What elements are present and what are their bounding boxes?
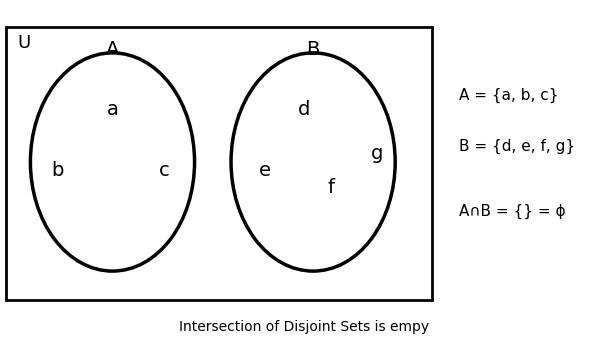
Text: b: b bbox=[52, 161, 64, 180]
Text: a: a bbox=[106, 100, 119, 119]
Text: U: U bbox=[17, 34, 30, 52]
Text: B: B bbox=[306, 40, 320, 59]
Text: f: f bbox=[328, 178, 335, 197]
Text: Intersection of Disjoint Sets is empy: Intersection of Disjoint Sets is empy bbox=[179, 320, 429, 335]
Text: A: A bbox=[106, 40, 119, 59]
Text: B = {d, e, f, g}: B = {d, e, f, g} bbox=[459, 139, 575, 154]
Text: e: e bbox=[258, 161, 271, 180]
Text: c: c bbox=[159, 161, 170, 180]
Text: g: g bbox=[371, 144, 383, 163]
Text: A∩B = {} = ϕ: A∩B = {} = ϕ bbox=[459, 204, 565, 219]
Text: A = {a, b, c}: A = {a, b, c} bbox=[459, 88, 559, 103]
Bar bbox=[6, 27, 432, 300]
Text: d: d bbox=[298, 100, 310, 119]
